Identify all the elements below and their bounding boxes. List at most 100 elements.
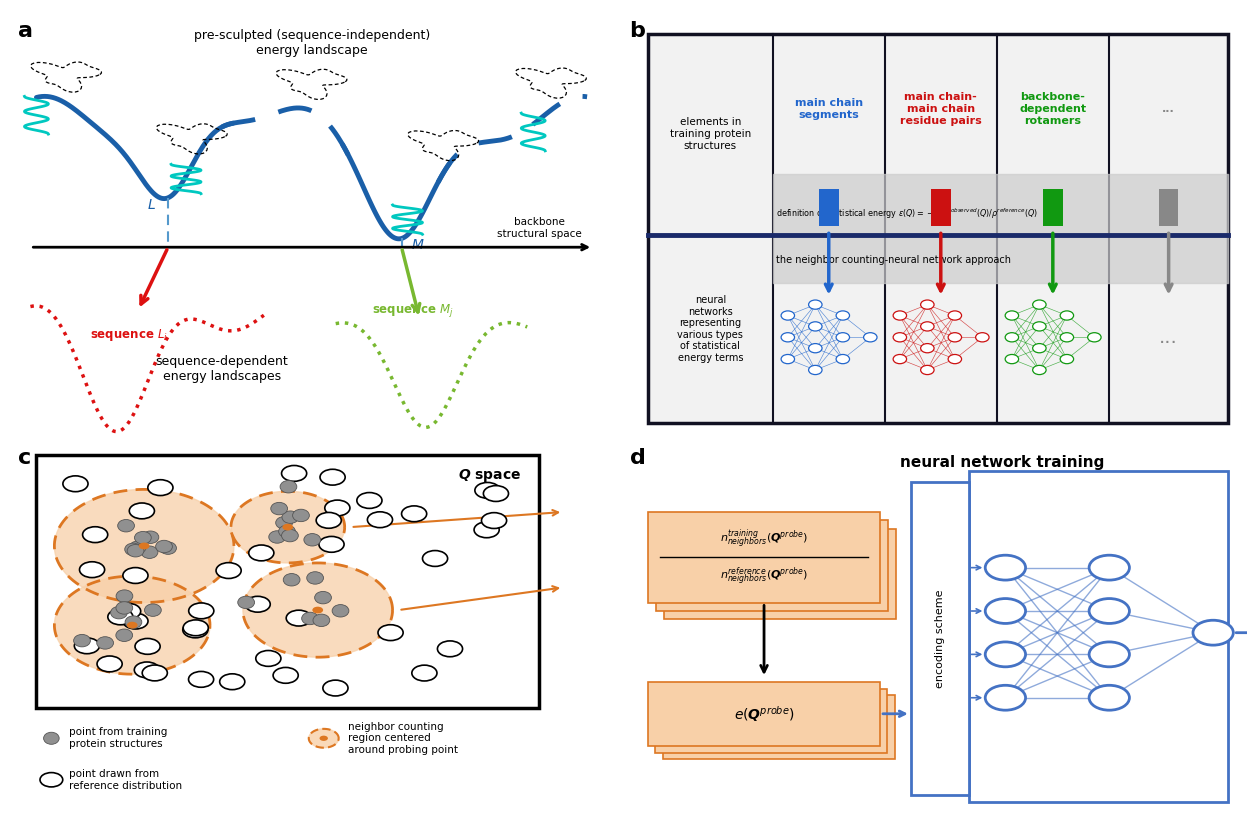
FancyBboxPatch shape [1042, 189, 1062, 226]
Circle shape [1060, 333, 1074, 342]
Ellipse shape [238, 596, 254, 608]
Circle shape [835, 311, 849, 320]
Ellipse shape [116, 590, 133, 603]
Text: sequence $M_j$: sequence $M_j$ [372, 302, 453, 318]
FancyBboxPatch shape [648, 512, 880, 603]
Text: elements in
training protein
structures: elements in training protein structures [670, 117, 751, 151]
Circle shape [484, 486, 509, 501]
Circle shape [135, 662, 160, 678]
Circle shape [80, 561, 105, 577]
Text: $n_{neighbors}^{training}(\boldsymbol{Q}^{probe})$: $n_{neighbors}^{training}(\boldsymbol{Q}… [720, 527, 808, 551]
Circle shape [893, 311, 907, 320]
Text: definition of statistical energy $\varepsilon(Q) = -\ln\,\rho^{observed}(Q)/\rho: definition of statistical energy $\varep… [776, 206, 1038, 221]
Text: encoding scheme: encoding scheme [935, 589, 945, 688]
Circle shape [183, 620, 208, 636]
Circle shape [282, 524, 293, 530]
Circle shape [219, 674, 244, 690]
Ellipse shape [44, 732, 59, 744]
FancyBboxPatch shape [663, 529, 897, 619]
Ellipse shape [125, 543, 141, 556]
Circle shape [312, 607, 323, 613]
Ellipse shape [293, 510, 309, 522]
Polygon shape [55, 577, 209, 674]
Circle shape [317, 512, 342, 528]
Text: point from training
protein structures: point from training protein structures [70, 727, 167, 749]
Ellipse shape [142, 531, 158, 543]
Text: main chain
segments: main chain segments [794, 98, 863, 120]
FancyBboxPatch shape [36, 456, 539, 708]
Circle shape [893, 333, 907, 342]
Text: main chain-
main chain
residue pairs: main chain- main chain residue pairs [900, 92, 981, 126]
FancyBboxPatch shape [656, 520, 888, 611]
Text: neighbor counting
region centered
around probing point: neighbor counting region centered around… [348, 722, 458, 755]
Circle shape [1089, 556, 1130, 580]
Ellipse shape [156, 541, 172, 553]
Circle shape [320, 469, 345, 485]
Ellipse shape [269, 530, 286, 543]
Circle shape [808, 300, 822, 309]
Text: a: a [19, 21, 34, 41]
Circle shape [1060, 354, 1074, 364]
Circle shape [948, 333, 961, 342]
Circle shape [808, 322, 822, 331]
Circle shape [188, 603, 213, 618]
Text: $e(\boldsymbol{Q}^{probe})$: $e(\boldsymbol{Q}^{probe})$ [733, 704, 794, 724]
Circle shape [123, 567, 148, 583]
Circle shape [130, 503, 155, 519]
Circle shape [273, 667, 298, 683]
Ellipse shape [116, 602, 132, 614]
Circle shape [920, 300, 934, 309]
Circle shape [256, 650, 281, 666]
Ellipse shape [117, 520, 135, 532]
Text: b: b [630, 21, 646, 41]
Circle shape [781, 311, 794, 320]
Circle shape [781, 333, 794, 342]
Ellipse shape [135, 531, 151, 544]
Ellipse shape [283, 573, 301, 586]
Text: the neighbor counting-neural network approach: the neighbor counting-neural network app… [776, 255, 1011, 265]
Circle shape [808, 365, 822, 375]
Circle shape [402, 506, 426, 522]
Circle shape [138, 542, 150, 550]
FancyBboxPatch shape [910, 482, 969, 794]
Ellipse shape [302, 613, 318, 624]
Circle shape [323, 680, 348, 696]
Circle shape [282, 465, 307, 481]
FancyBboxPatch shape [655, 689, 888, 753]
Text: ...: ... [1162, 104, 1175, 114]
Circle shape [948, 354, 961, 364]
Circle shape [183, 622, 208, 638]
Circle shape [985, 642, 1025, 667]
FancyBboxPatch shape [819, 189, 838, 226]
Text: ...: ... [1160, 328, 1178, 347]
Circle shape [1033, 344, 1046, 353]
Ellipse shape [276, 516, 293, 529]
Circle shape [985, 598, 1025, 623]
Text: $n_{neighbors}^{reference}(\boldsymbol{Q}^{probe})$: $n_{neighbors}^{reference}(\boldsymbol{Q… [720, 566, 808, 588]
Ellipse shape [307, 572, 323, 584]
Circle shape [135, 639, 160, 654]
Circle shape [319, 736, 328, 741]
FancyBboxPatch shape [648, 682, 880, 746]
Circle shape [1087, 333, 1101, 342]
Polygon shape [55, 489, 234, 603]
Ellipse shape [332, 604, 349, 617]
Circle shape [142, 665, 167, 680]
Circle shape [412, 665, 436, 681]
Circle shape [1193, 620, 1233, 645]
Circle shape [920, 344, 934, 353]
Circle shape [1005, 333, 1019, 342]
Circle shape [188, 671, 213, 687]
Circle shape [808, 344, 822, 353]
Circle shape [127, 622, 137, 628]
Circle shape [1005, 311, 1019, 320]
FancyBboxPatch shape [1158, 189, 1178, 226]
Text: neural network training: neural network training [900, 456, 1105, 470]
Text: neural
networks
representing
various types
of statistical
energy terms: neural networks representing various typ… [677, 295, 743, 363]
Circle shape [246, 597, 271, 613]
Polygon shape [309, 729, 339, 747]
Ellipse shape [125, 616, 142, 628]
Circle shape [920, 365, 934, 375]
Ellipse shape [160, 542, 176, 555]
Circle shape [920, 322, 934, 331]
